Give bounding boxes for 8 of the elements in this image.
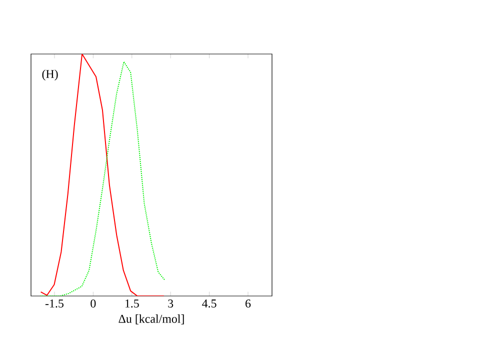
annotation: (H) xyxy=(42,70,58,80)
x-tick-label: 3 xyxy=(168,300,174,308)
x-tick-label: 1.5 xyxy=(125,300,139,308)
x-tick-label: 4.5 xyxy=(202,300,216,308)
x-tick-label: 0 xyxy=(90,300,96,308)
x-tick-label: -1.5 xyxy=(45,300,64,308)
x-tick-label: 6 xyxy=(246,300,251,308)
x-axis-title: Δu [kcal/mol] xyxy=(118,314,184,324)
